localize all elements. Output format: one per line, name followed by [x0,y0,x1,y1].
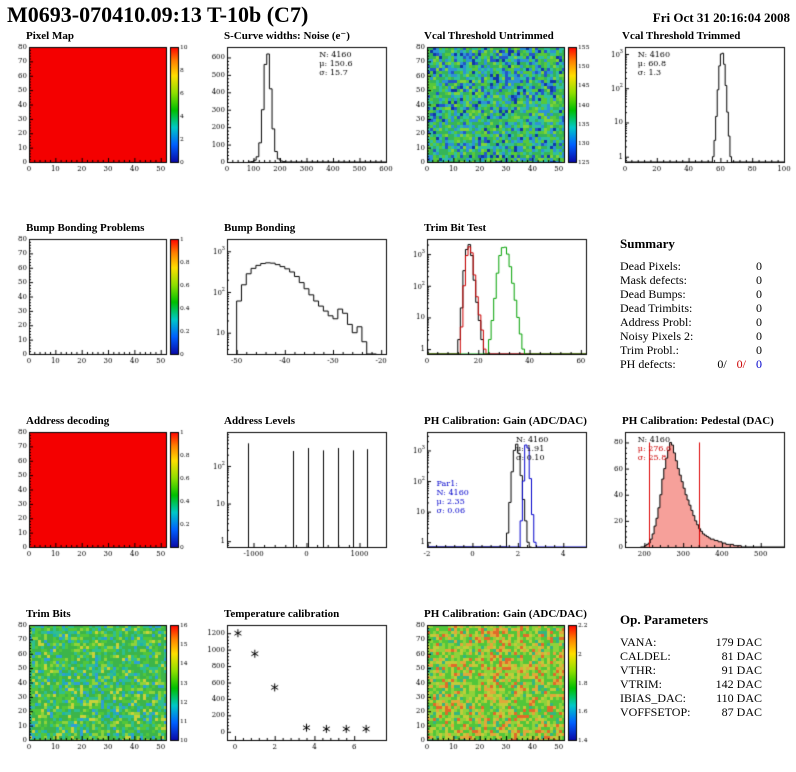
panel-pixel-map: Pixel Map [4,30,196,180]
op-row-vtrim: VTRIM: 142 DAC [620,677,762,691]
row-value: 110 DAC [716,691,762,705]
row-value: 0 [756,287,762,301]
op-row-vana: VANA: 179 DAC [620,635,762,649]
panel-title: PH Calibration: Pedestal (DAC) [622,415,774,427]
summary-row-trim-probl: Trim Probl.: 0 [620,343,762,357]
row-value: 91 DAC [721,663,762,677]
row-value: 0 [756,259,762,273]
summary-row-ph-defects: PH defects: 0/ 0/ 0 [620,357,762,371]
row-label: Dead Pixels: [620,259,681,273]
summary-row-dead-bumps: Dead Bumps: 0 [620,287,762,301]
row-value: 87 DAC [721,705,762,719]
scurve-noise-plot [202,43,394,178]
temperature-calibration-plot [202,621,394,756]
row-label: PH defects: [620,357,676,371]
summary-row-dead-trimbits: Dead Trimbits: 0 [620,301,762,315]
address-levels-plot [202,428,394,563]
op-parameters-title: Op. Parameters [620,612,709,627]
summary-row-noisy-pixels: Noisy Pixels 2: 0 [620,329,762,343]
op-row-ibias-dac: IBIAS_DAC: 110 DAC [620,691,762,705]
ph-defects-value-black: 0/ [717,357,727,371]
row-value: 0 [756,315,762,329]
date-label: Fri Oct 31 20:16:04 2008 [652,10,790,25]
panel-title: S-Curve widths: Noise (e⁻) [224,30,350,42]
panel-ph-calibration-gain-map: PH Calibration: Gain (ADC/DAC) [402,608,594,758]
panel-address-decoding: Address decoding [4,415,196,565]
panel-trim-bits: Trim Bits [4,608,196,758]
row-value: 142 DAC [715,677,762,691]
address-decoding-plot [4,428,196,563]
page-title: M0693-070410.09:13 T-10b (C7) [7,2,309,27]
vcal-trimmed-plot [600,43,792,178]
summary-row-mask-defects: Mask defects: 0 [620,273,762,287]
row-label: VTHR: [620,663,656,677]
bump-bonding-plot [202,235,394,370]
panel-ph-calibration-pedestal: PH Calibration: Pedestal (DAC) [600,415,792,565]
panel-summary: Summary Dead Pixels: 0 Mask defects: 0 D… [620,236,762,371]
panel-title: Address decoding [26,415,110,427]
ph-defects-values: 0/ 0/ 0 [710,357,762,371]
panel-op-parameters: Op. Parameters VANA: 179 DAC CALDEL: 81 … [620,612,762,719]
ph-defects-value-red: 0/ [736,357,746,371]
row-label: CALDEL: [620,649,671,663]
trim-bits-plot [4,621,196,756]
panel-title: PH Calibration: Gain (ADC/DAC) [424,608,587,620]
row-label: Dead Bumps: [620,287,686,301]
row-label: IBIAS_DAC: [620,691,687,705]
panel-temperature-calibration: Temperature calibration [202,608,394,758]
row-label: Address Probl: [620,315,692,329]
ph-defects-value-blue: 0 [756,357,762,371]
summary-row-dead-pixels: Dead Pixels: 0 [620,259,762,273]
vcal-untrimmed-plot [402,43,594,178]
panel-scurve-noise: S-Curve widths: Noise (e⁻) [202,30,394,180]
panel-title: Trim Bit Test [424,222,487,234]
row-value: 0 [756,301,762,315]
row-label: VOFFSETOP: [620,705,691,719]
panel-bump-bonding: Bump Bonding [202,222,394,372]
row-label: Noisy Pixels 2: [620,329,694,343]
op-row-voffsetop: VOFFSETOP: 87 DAC [620,705,762,719]
bump-bonding-problems-plot [4,235,196,370]
ph-gain-map-plot [402,621,594,756]
row-label: VTRIM: [620,677,662,691]
pixel-map-plot [4,43,196,178]
panel-title: Pixel Map [26,30,74,42]
ph-pedestal-plot [600,428,792,563]
summary-row-address-probl: Address Probl: 0 [620,315,762,329]
row-value: 0 [756,329,762,343]
panel-title: Vcal Threshold Trimmed [622,30,741,42]
row-label: VANA: [620,635,657,649]
panel-title: PH Calibration: Gain (ADC/DAC) [424,415,587,427]
summary-title: Summary [620,236,675,251]
panel-title: Bump Bonding [224,222,296,234]
panel-trim-bit-test: Trim Bit Test [402,222,594,372]
panel-vcal-threshold-untrimmed: Vcal Threshold Untrimmed [402,30,594,180]
panel-vcal-threshold-trimmed: Vcal Threshold Trimmed [600,30,792,180]
trim-bit-test-plot [402,235,594,370]
panel-title: Bump Bonding Problems [26,222,145,234]
row-label: Mask defects: [620,273,687,287]
panel-title: Vcal Threshold Untrimmed [424,30,554,42]
ph-gain-hist-plot [402,428,594,563]
row-value: 81 DAC [721,649,762,663]
panel-address-levels: Address Levels [202,415,394,565]
row-value: 0 [756,273,762,287]
panel-title: Address Levels [224,415,295,427]
row-label: Trim Probl.: [620,343,679,357]
panel-title: Temperature calibration [224,608,340,620]
op-row-caldel: CALDEL: 81 DAC [620,649,762,663]
row-label: Dead Trimbits: [620,301,693,315]
row-value: 0 [756,343,762,357]
op-row-vthr: VTHR: 91 DAC [620,663,762,677]
panel-bump-bonding-problems: Bump Bonding Problems [4,222,196,372]
panel-title: Trim Bits [26,608,71,620]
panel-ph-calibration-gain-hist: PH Calibration: Gain (ADC/DAC) [402,415,594,565]
row-value: 179 DAC [715,635,762,649]
